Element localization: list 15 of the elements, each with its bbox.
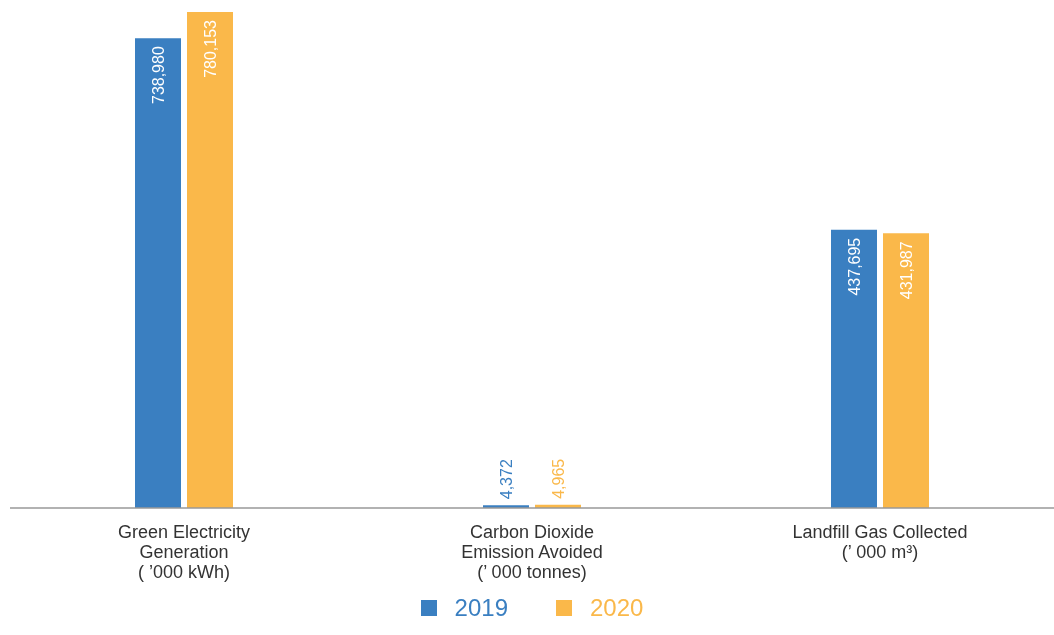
- bar: [831, 229, 877, 508]
- bar: [135, 38, 181, 508]
- data-label: 431,987: [898, 241, 915, 300]
- data-label: 738,980: [150, 46, 167, 105]
- legend-label: 2019: [453, 594, 508, 622]
- bar: [187, 12, 233, 508]
- data-label: 4,372: [498, 459, 515, 500]
- x-tick-label: Green Electricity Generation ( ’000 kWh): [117, 522, 251, 582]
- x-tick-label: Landfill Gas Collected (’ 000 m³): [792, 522, 968, 562]
- legend-label: 2020: [589, 594, 644, 622]
- data-label: 437,695: [846, 237, 863, 296]
- bar: [883, 233, 929, 508]
- x-tick-label: Carbon Dioxide Emission Avoided (’ 000 tonnes): [461, 522, 603, 582]
- data-label: 780,153: [202, 19, 219, 78]
- data-label: 4,965: [550, 458, 567, 499]
